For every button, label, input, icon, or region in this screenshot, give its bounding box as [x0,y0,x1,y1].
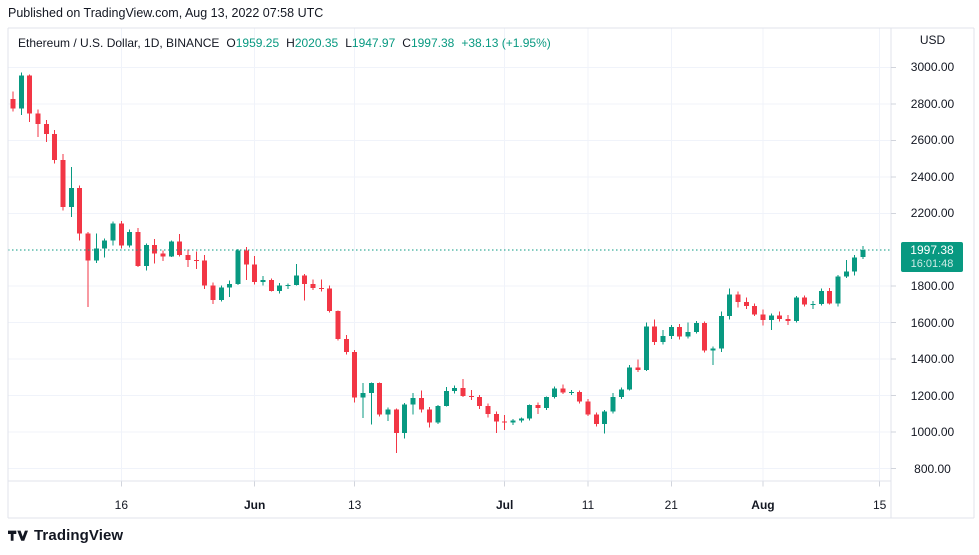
time-axis-label: Jul [495,498,514,512]
time-axis-label: 11 [581,498,595,512]
currency-label: USD [919,33,946,47]
legend-open-value: 1959.25 [235,36,280,50]
last-price-badge: 1997.38 16:01:48 [901,242,963,273]
price-axis-label: 1800.00 [910,279,955,294]
price-axis-label: 3000.00 [910,60,955,75]
legend-high-value: 2020.35 [294,36,339,50]
legend-high: H2020.35 [286,36,338,50]
price-axis-label: 1000.00 [910,425,955,440]
legend-open: O1959.25 [226,36,279,50]
symbol-title: Ethereum / U.S. Dollar, 1D, BINANCE [18,36,220,50]
legend-low: L1947.97 [345,36,395,50]
price-axis-label: 2400.00 [910,169,955,184]
legend-high-label: H [286,36,295,50]
legend-close-label: C [402,36,411,50]
price-axis-label: 1200.00 [910,388,955,403]
legend-open-label: O [226,36,236,50]
legend-close-value: 1997.38 [410,36,455,50]
legend-change: +38.13 (+1.95%) [461,36,551,50]
price-axis-label: 2600.00 [910,133,955,148]
last-price-value: 1997.38 [910,242,954,257]
time-axis-label: 13 [347,498,362,512]
time-axis-label: Jun [243,498,266,512]
time-axis-label: Aug [751,498,775,512]
time-axis-label: 15 [872,498,887,512]
legend-low-label: L [345,36,352,50]
published-bar: Published on TradingView.com, Aug 13, 20… [8,6,324,20]
time-axis-label: 21 [664,498,678,512]
bar-countdown-timer: 16:01:48 [910,257,954,270]
legend-close: C1997.38 [402,36,454,50]
tradingview-logo[interactable]: TradingView [8,527,123,544]
legend: Ethereum / U.S. Dollar, 1D, BINANCE O195… [18,36,551,50]
price-axis-label: 800.00 [914,461,951,476]
legend-low-value: 1947.97 [351,36,396,50]
time-axis-label: 16 [114,498,128,512]
tradingview-logo-text: TradingView [34,527,124,544]
price-axis-label: 1400.00 [910,352,955,367]
tradingview-logo-icon [8,530,28,541]
price-axis-label: 1600.00 [910,315,955,330]
price-axis-label: 2200.00 [910,206,955,221]
price-axis-label: 2800.00 [910,96,955,111]
